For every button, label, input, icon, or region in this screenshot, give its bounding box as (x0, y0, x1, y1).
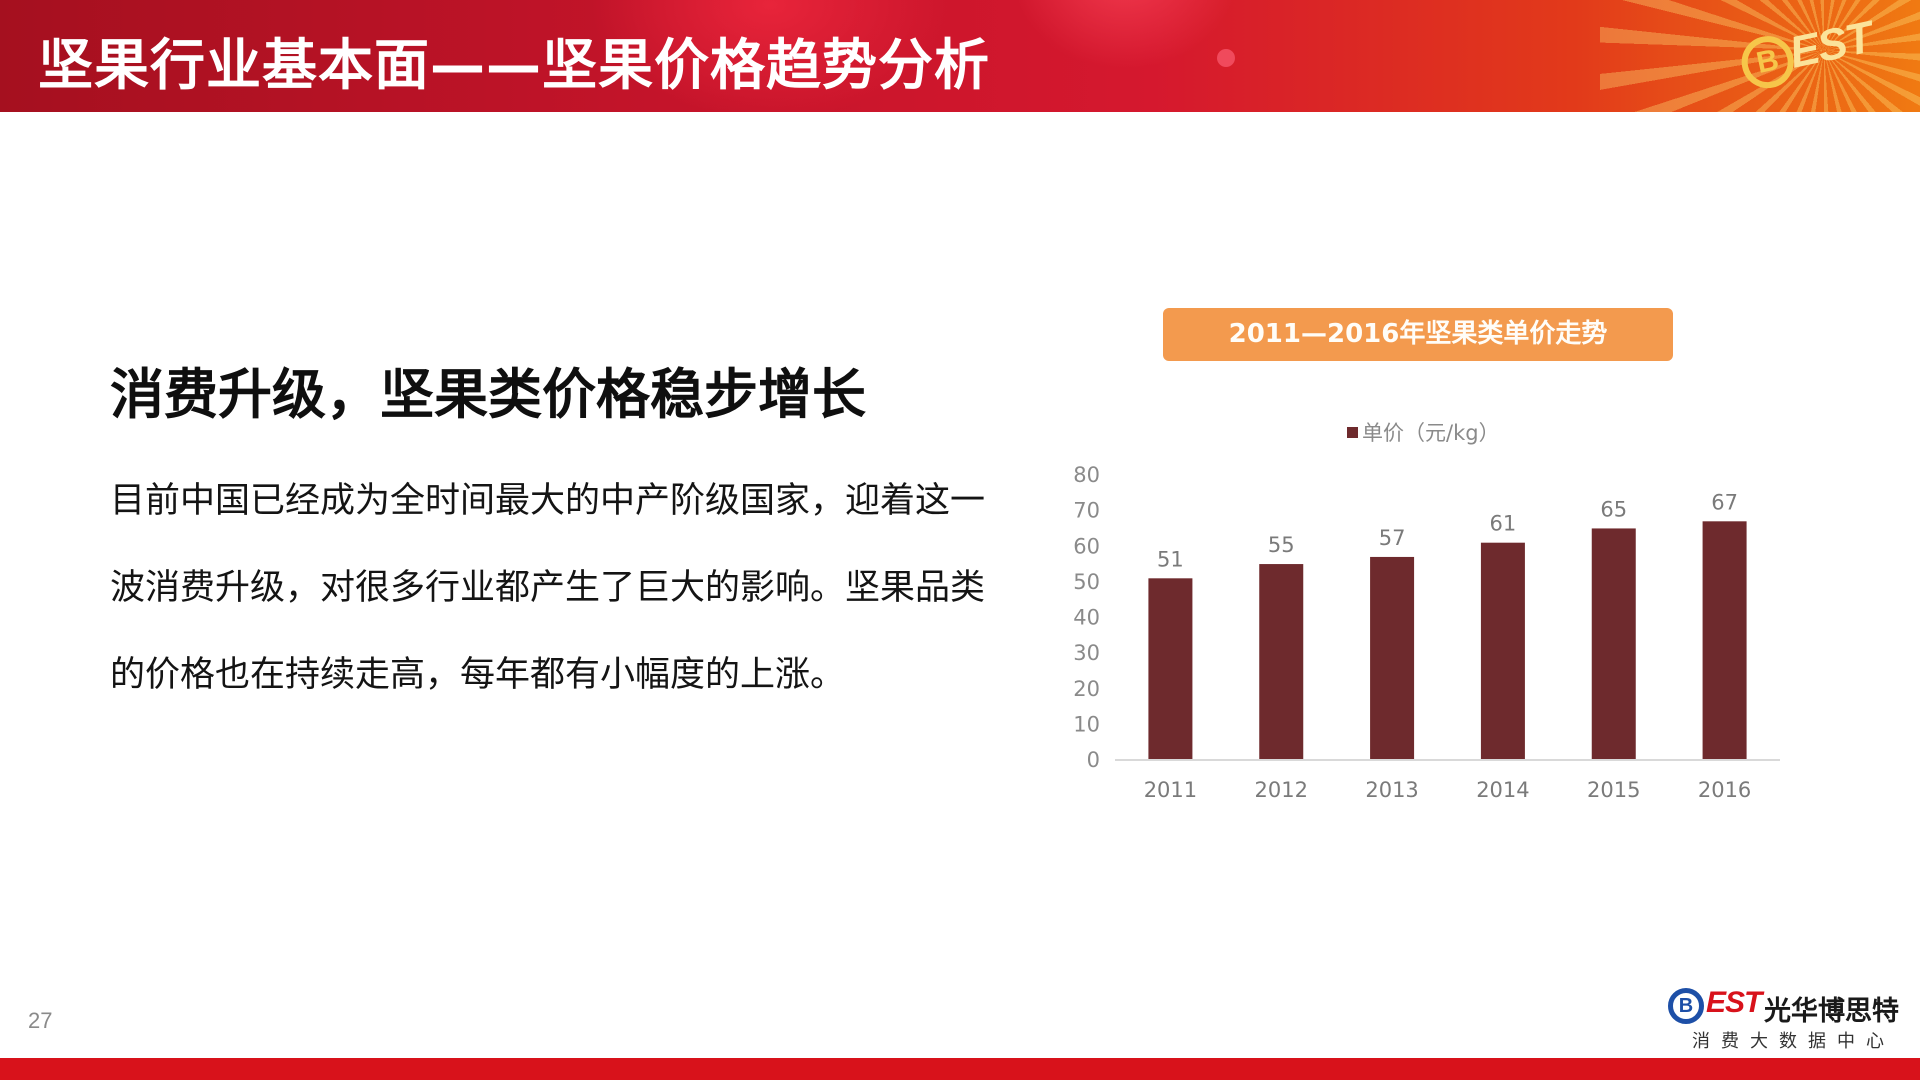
y-axis: 0 10 20 30 40 50 60 70 80 (1073, 463, 1100, 772)
data-label-2014: 61 (1490, 512, 1517, 536)
footer-logo-est: EST (1706, 986, 1762, 1019)
bar-2015 (1591, 528, 1636, 760)
x-tick-label-2016: 2016 (1698, 778, 1751, 802)
data-label-2013: 57 (1379, 526, 1406, 550)
y-tick-label: 70 (1073, 499, 1100, 523)
x-tick-label-2015: 2015 (1587, 778, 1640, 802)
y-tick-label: 0 (1087, 748, 1100, 772)
x-tick-label-2011: 2011 (1144, 778, 1197, 802)
bar-2014 (1480, 542, 1525, 760)
legend-swatch (1347, 427, 1358, 438)
bar-2012 (1259, 564, 1304, 760)
y-tick-label: 50 (1073, 570, 1100, 594)
x-tick-label-2014: 2014 (1476, 778, 1529, 802)
bars (1148, 521, 1747, 760)
banner-light-rays (1600, 0, 1920, 112)
data-label-2011: 51 (1157, 547, 1184, 571)
footer-logo: B EST 光华博思特 消费大数据中心 (1668, 985, 1908, 1052)
data-label-2015: 65 (1600, 497, 1627, 521)
data-labels: 51 55 57 61 65 67 (1157, 490, 1738, 571)
footer-logo-b-icon: B (1668, 988, 1704, 1024)
data-label-2016: 67 (1711, 490, 1738, 514)
y-tick-label: 30 (1073, 641, 1100, 665)
y-tick-label: 10 (1073, 712, 1100, 736)
y-tick-label: 40 (1073, 606, 1100, 630)
y-tick-label: 60 (1073, 534, 1100, 558)
chart-title: 2011—2016年坚果类单价走势 (1163, 308, 1673, 361)
y-tick-label: 80 (1073, 463, 1100, 487)
bar-2016 (1702, 521, 1747, 760)
banner-dot (1217, 49, 1235, 67)
data-label-2012: 55 (1268, 533, 1295, 557)
x-tick-label-2013: 2013 (1365, 778, 1418, 802)
header-banner: 坚果行业基本面——坚果价格趋势分析 B EST (0, 0, 1920, 112)
chart-legend: 单价（元/kg） (1347, 421, 1500, 445)
page-number: 27 (28, 1008, 53, 1033)
banner-glow-right (1010, 0, 1240, 70)
body-paragraph: 目前中国已经成为全时间最大的中产阶级国家，迎着这一波消费升级，对很多行业都产生了… (110, 481, 986, 695)
y-tick-label: 20 (1073, 677, 1100, 701)
bar-2011 (1148, 578, 1193, 760)
page-title: 坚果行业基本面——坚果价格趋势分析 (38, 33, 991, 97)
footer-logo-subtitle: 消费大数据中心 (1692, 1031, 1895, 1052)
footer-logo-name: 光华博思特 (1764, 996, 1899, 1027)
best-logo-text: EST (1785, 12, 1877, 78)
bar-2013 (1370, 556, 1415, 760)
x-tick-label-2012: 2012 (1255, 778, 1308, 802)
legend-label: 单价（元/kg） (1362, 421, 1500, 445)
x-axis: 2011 2012 2013 2014 2015 2016 (1115, 759, 1780, 802)
footer-bar (0, 1058, 1920, 1080)
section-headline: 消费升级，坚果类价格稳步增长 (110, 363, 866, 426)
